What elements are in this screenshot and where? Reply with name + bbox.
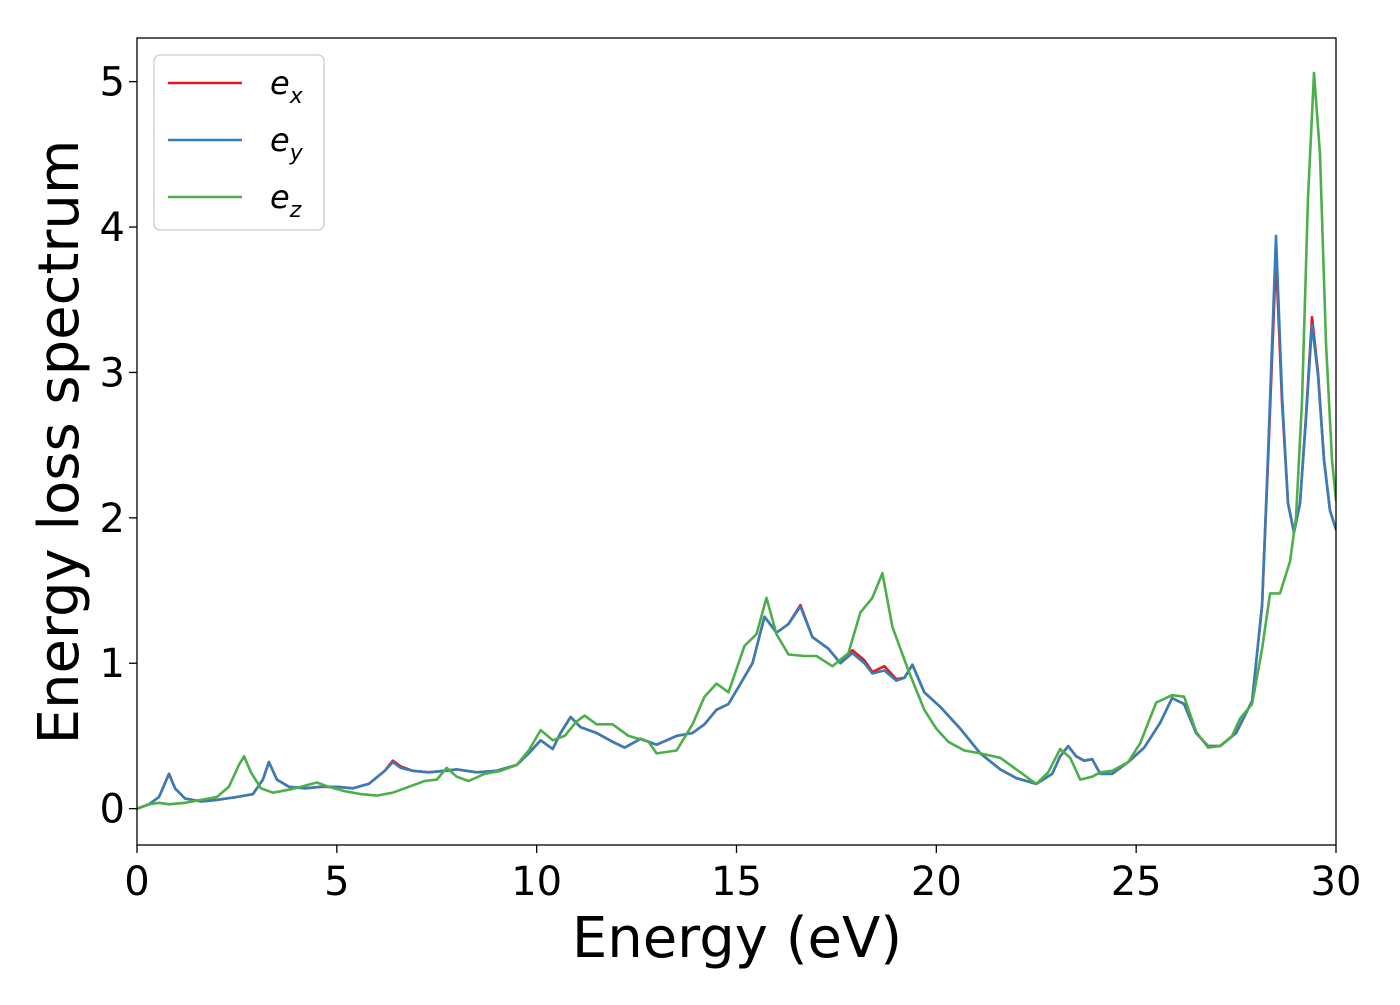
x-tick-label: 25 (1111, 859, 1162, 905)
legend-label-subscript: y (289, 141, 304, 166)
y-tick-label: 5 (100, 60, 125, 106)
x-tick-label: 30 (1311, 859, 1362, 905)
x-tick-label: 0 (124, 859, 149, 905)
x-tick-label: 10 (511, 859, 562, 905)
y-axis-label: Energy loss spectrum (27, 140, 92, 745)
y-tick-label: 4 (100, 205, 125, 251)
x-tick-label: 20 (911, 859, 962, 905)
legend-box (153, 54, 325, 231)
x-tick-label: 15 (711, 859, 762, 905)
x-tick-label: 5 (324, 859, 349, 905)
y-tick-label: 2 (100, 496, 125, 542)
legend-label-subscript: z (289, 198, 302, 223)
legend-label-subscript: x (289, 84, 304, 109)
series-line-e-z (137, 71, 1336, 810)
y-tick-label: 3 (100, 350, 125, 396)
legend-label: ey (270, 121, 304, 166)
y-tick-label: 0 (100, 787, 125, 833)
ticks-layer: 0 5 10 15 20 25 30 0 1 2 3 4 5 (100, 60, 1362, 905)
legend-label-base: e (270, 64, 290, 102)
legend-label: ez (270, 178, 302, 223)
x-axis-label: Energy (eV) (572, 906, 902, 971)
legend-label-base: e (270, 121, 290, 159)
series-line-e-x (137, 254, 1336, 810)
series-layer (137, 71, 1336, 810)
y-tick-label: 1 (100, 641, 125, 687)
series-line-e-y (137, 234, 1336, 810)
legend-label-base: e (270, 178, 290, 216)
legend-label: ex (270, 64, 304, 109)
